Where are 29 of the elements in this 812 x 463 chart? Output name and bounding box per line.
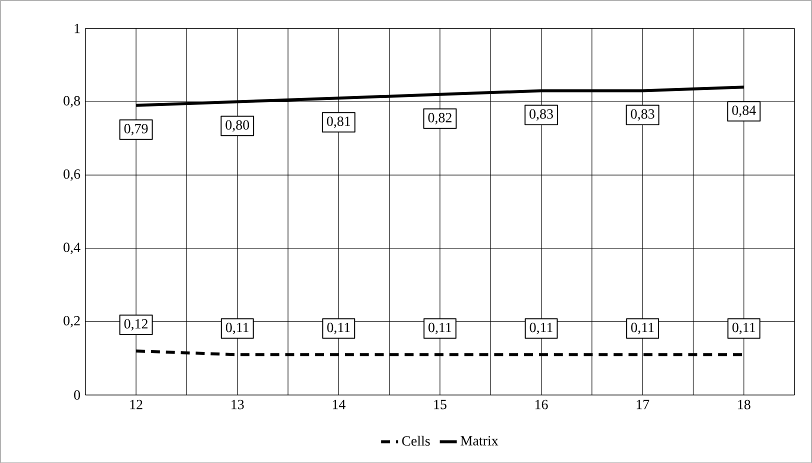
x-tick-label: 15	[434, 400, 446, 410]
legend-label: Matrix	[460, 436, 498, 446]
data-label: 0,11	[530, 322, 552, 334]
y-tick-label: 0,2	[64, 316, 80, 328]
y-tick-label: 0,6	[64, 169, 80, 181]
data-label: 0,79	[124, 124, 148, 136]
data-label: 0,11	[732, 322, 756, 334]
data-label: 0,81	[326, 116, 350, 128]
x-tick-label: 16	[536, 400, 548, 410]
data-label: 0,80	[226, 120, 250, 132]
x-tick-label: 14	[332, 400, 346, 409]
y-tick-label: 1	[74, 24, 80, 33]
data-label: 0,83	[630, 109, 654, 120]
y-tick-label: 0,4	[64, 242, 80, 254]
data-label: 0,82	[428, 112, 452, 124]
x-tick-label: 12	[130, 400, 142, 409]
data-label: 0,11	[428, 322, 452, 334]
x-tick-label: 13	[232, 400, 244, 410]
data-label: 0,12	[124, 318, 148, 330]
y-tick-label: 0,8	[64, 96, 80, 108]
data-label: 0,83	[530, 109, 553, 120]
data-label: 0,84	[732, 105, 756, 117]
x-tick-label: 17	[636, 400, 650, 409]
legend-label: Cells	[402, 436, 430, 446]
x-tick-label: 18	[738, 400, 750, 410]
data-label: 0,11	[631, 322, 654, 334]
data-label: 0,11	[327, 322, 350, 334]
y-tick-label: 0	[74, 390, 80, 400]
data-label: 0,11	[226, 322, 248, 334]
